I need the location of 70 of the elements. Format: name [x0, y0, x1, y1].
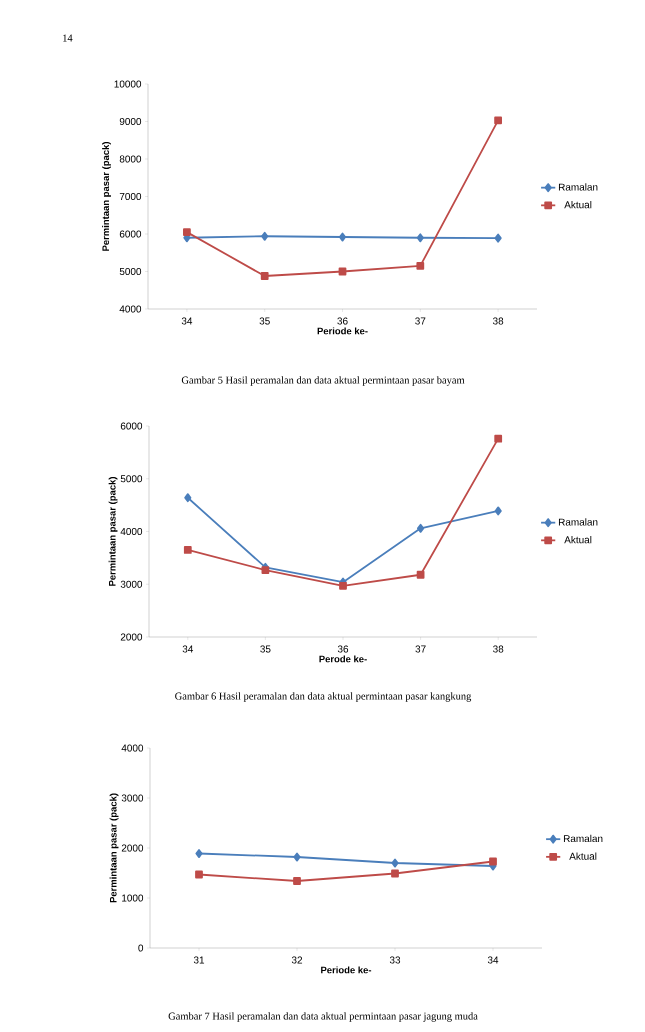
- point: [494, 233, 502, 243]
- y-tick-label: 6000: [119, 230, 142, 238]
- x-axis-title: Periode ke-: [317, 327, 368, 335]
- x-tick-label: 37: [415, 645, 426, 653]
- point: [494, 434, 503, 443]
- legend-label: Aktual: [564, 200, 592, 209]
- point: [417, 523, 425, 533]
- y-tick-label: 3000: [120, 580, 143, 588]
- point: [293, 852, 301, 862]
- y-tick-label: 5000: [119, 267, 142, 276]
- point: [391, 858, 399, 868]
- legend-label: Ramalan: [558, 518, 598, 526]
- x-tick-label: 38: [493, 645, 504, 653]
- x-tick-label: 36: [337, 317, 348, 325]
- x-tick-label: 35: [259, 317, 270, 325]
- y-axis-title: Permintaan pasar (pack): [109, 793, 119, 903]
- point: [183, 228, 191, 237]
- point: [494, 116, 502, 125]
- point: [494, 506, 502, 516]
- point: [195, 849, 203, 858]
- x-tick-label: 34: [182, 645, 194, 653]
- point: [416, 570, 425, 579]
- x-tick-label: 33: [389, 956, 401, 964]
- point: [260, 272, 269, 280]
- x-tick-label: 36: [337, 645, 349, 653]
- x-tick-label: 32: [291, 956, 303, 964]
- text: Gambar 7 Hasil peramalan dan data aktual permintaan pasar jagung muda: [168, 1012, 478, 1022]
- point: [293, 877, 301, 885]
- point: [489, 857, 497, 866]
- point: [184, 493, 192, 503]
- y-tick-label: 9000: [119, 117, 142, 126]
- text: 14: [63, 34, 73, 42]
- point: [261, 231, 269, 241]
- point: [183, 546, 192, 554]
- y-axis-title: Permintaan pasar (pack): [102, 142, 111, 251]
- y-tick-label: 7000: [119, 192, 142, 201]
- legend-label: Ramalan: [558, 183, 598, 191]
- text: Gambar 6 Hasil peramalan dan data aktual permintaan pasar kangkung: [175, 692, 472, 702]
- x-axis-title: Periode ke-: [321, 966, 372, 974]
- legend-label: Ramalan: [563, 834, 603, 843]
- legend-label: Aktual: [569, 852, 597, 860]
- text: Gambar 5 Hasil peramalan dan data aktual permintaan pasar bayam: [181, 376, 465, 386]
- x-tick-label: 38: [492, 317, 504, 325]
- y-tick-label: 2000: [121, 844, 144, 852]
- y-tick-label: 4000: [120, 527, 143, 536]
- x-tick-label: 35: [260, 645, 271, 653]
- y-tick-label: 2000: [120, 633, 143, 641]
- point: [261, 566, 270, 574]
- x-axis-title: Perode ke-: [319, 655, 367, 663]
- x-tick-label: 34: [487, 956, 499, 964]
- point: [338, 232, 347, 242]
- y-axis-title: Permintaan pasar (pack): [108, 477, 118, 586]
- point: [416, 233, 424, 243]
- y-tick-label: 6000: [120, 422, 143, 430]
- y-tick-label: 8000: [119, 155, 142, 163]
- x-tick-label: 34: [181, 317, 193, 325]
- x-tick-label: 31: [193, 956, 205, 964]
- point: [416, 261, 425, 270]
- x-tick-label: 37: [415, 317, 426, 325]
- legend-label: Aktual: [564, 535, 592, 544]
- y-tick-label: 4000: [121, 744, 144, 752]
- point: [339, 581, 347, 590]
- point: [391, 869, 399, 878]
- point: [195, 870, 203, 879]
- y-tick-label: 1000: [122, 894, 144, 902]
- y-tick-label: 0: [138, 944, 144, 952]
- y-tick-label: 10000: [114, 80, 142, 88]
- y-tick-label: 4000: [119, 305, 142, 313]
- y-tick-label: 3000: [121, 794, 144, 802]
- y-tick-label: 5000: [120, 475, 143, 483]
